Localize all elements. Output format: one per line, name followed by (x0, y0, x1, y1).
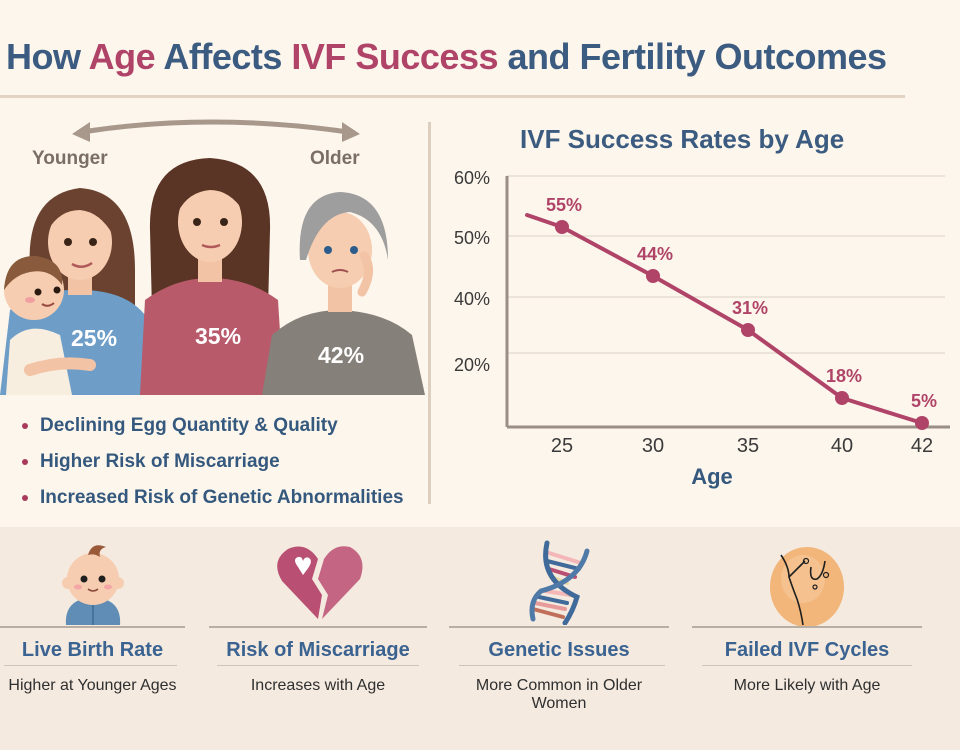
double-arrow-icon (72, 119, 360, 142)
divider (0, 626, 185, 628)
bullet-dot-icon (22, 495, 28, 501)
x-tick-label: 35 (737, 435, 759, 457)
card-title: Genetic Issues (488, 639, 630, 661)
card-title: Risk of Miscarriage (226, 639, 410, 661)
x-tick-label: 25 (551, 435, 573, 457)
list-item: Increased Risk of Genetic Abnormalities (22, 480, 404, 516)
title-part: and Fertility Outcomes (498, 36, 888, 77)
age-badge-older: 42% (318, 342, 365, 368)
baby-icon (61, 545, 124, 625)
data-point (835, 391, 849, 405)
data-label: 44% (637, 244, 673, 264)
divider (209, 626, 427, 628)
younger-label: Younger (32, 148, 108, 169)
divider (459, 665, 665, 666)
card-description: Higher at Younger Ages (8, 677, 177, 694)
outcomes-band: Live Birth Rate Higher at Younger Ages R… (0, 527, 960, 750)
line-chart: 60% 50% 40% 20% 25 30 35 40 42 55% 44% 31% 18% 5% A… (454, 168, 950, 489)
data-point (915, 416, 929, 430)
card-live-birth-rate: Live Birth Rate Higher at Younger Ages (0, 527, 185, 750)
card-description: More Common in Older Women (475, 677, 643, 712)
series-line (525, 213, 924, 425)
title-divider (0, 95, 905, 98)
title-part-accent: IVF Success (291, 36, 498, 77)
card-genetic-issues: Genetic Issues More Common in Older Wome… (449, 527, 669, 750)
dna-icon (529, 540, 590, 625)
x-tick-label: 40 (831, 435, 853, 457)
cracked-egg-icon (770, 547, 844, 627)
divider (449, 626, 669, 628)
data-label: 5% (911, 391, 937, 411)
chart-title: IVF Success Rates by Age (520, 124, 845, 154)
divider (702, 665, 912, 666)
women-illustration (0, 158, 425, 395)
divider (4, 665, 177, 666)
card-description: Increases with Age (250, 677, 386, 694)
age-badge-middle: 35% (195, 323, 242, 349)
bullet-dot-icon (22, 423, 28, 429)
y-tick-label: 20% (454, 355, 490, 375)
baby-figure (4, 255, 96, 395)
data-label: 31% (732, 298, 768, 318)
x-tick-label: 42 (911, 435, 933, 457)
data-point (646, 269, 660, 283)
older-woman-figure (262, 192, 425, 395)
title-part: Affects (155, 36, 292, 77)
title-part: How (6, 36, 89, 77)
card-description: More Likely with Age (733, 677, 881, 694)
y-tick-label: 40% (454, 289, 490, 309)
list-item: Declining Egg Quantity & Quality (22, 408, 404, 444)
card-risk-of-miscarriage: Risk of Miscarriage Increases with Age (209, 527, 427, 750)
title-part-accent: Age (88, 36, 156, 77)
older-label: Older (310, 148, 360, 169)
divider (217, 665, 419, 666)
bullet-dot-icon (22, 459, 28, 465)
section-divider (428, 122, 431, 504)
divider (692, 626, 922, 628)
y-tick-label: 50% (454, 228, 490, 248)
list-item: Higher Risk of Miscarriage (22, 444, 404, 480)
data-point (741, 323, 755, 337)
card-title: Failed IVF Cycles (724, 639, 890, 661)
data-label: 18% (826, 366, 862, 386)
middle-woman-figure (140, 158, 284, 395)
x-axis-title: Age (691, 464, 733, 489)
risk-list: Declining Egg Quantity & Quality Higher … (22, 408, 404, 516)
x-tick-label: 30 (642, 435, 664, 457)
data-point (555, 220, 569, 234)
y-tick-label: 60% (454, 168, 490, 188)
card-title: Live Birth Rate (21, 639, 164, 661)
broken-heart-icon (277, 546, 363, 619)
page-title: How Age Affects IVF Success and Fertilit… (0, 36, 960, 78)
age-badge-young: 25% (71, 325, 118, 351)
card-failed-ivf-cycles: Failed IVF Cycles More Likely with Age (692, 527, 922, 750)
data-label: 55% (546, 195, 582, 215)
